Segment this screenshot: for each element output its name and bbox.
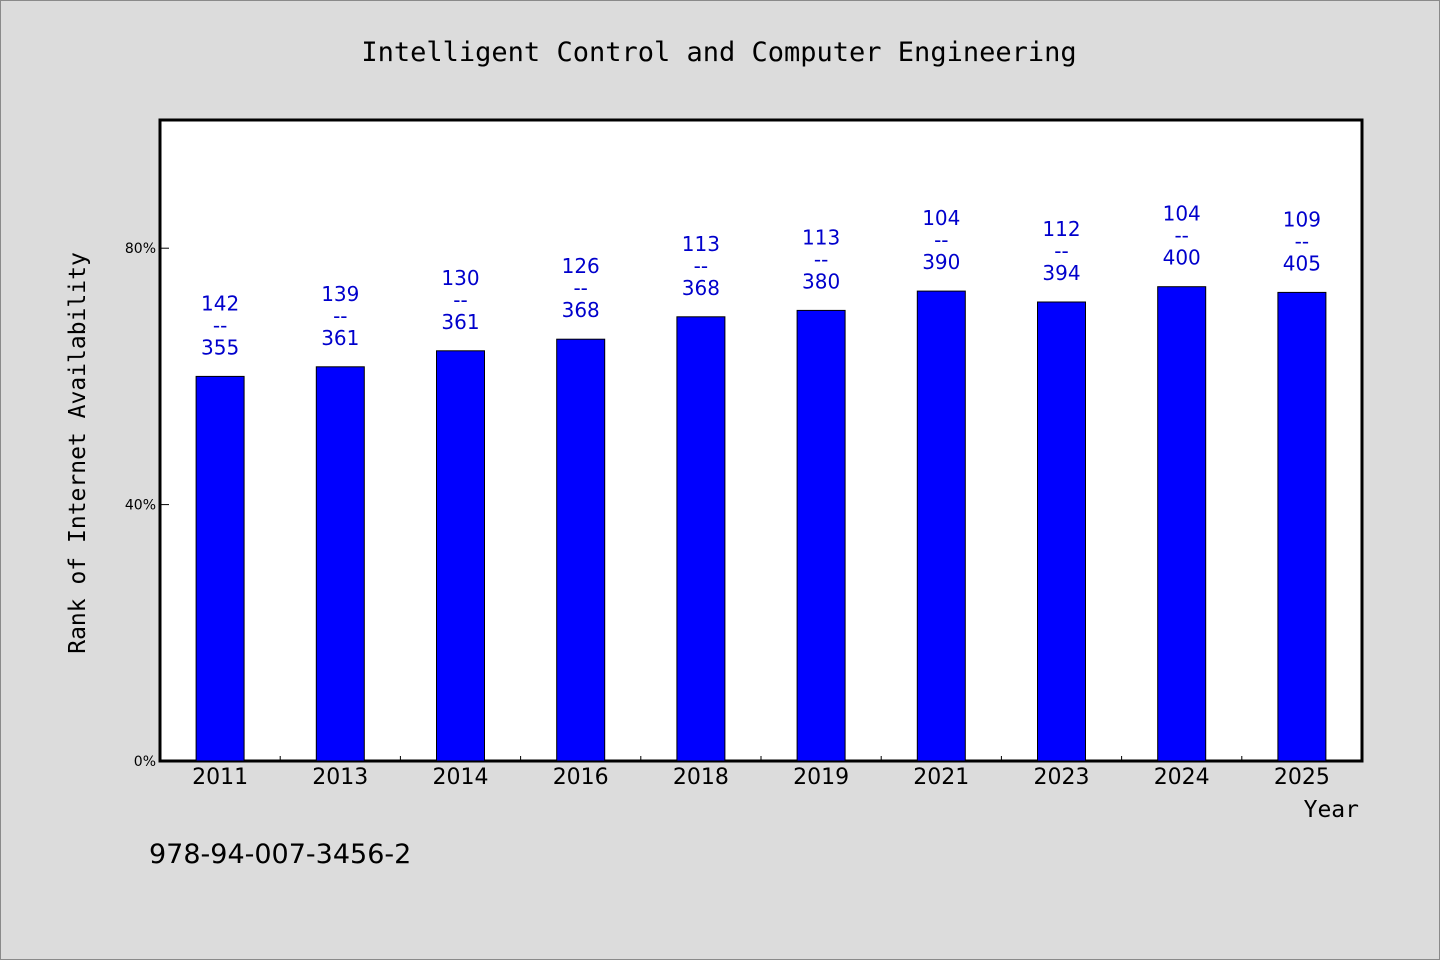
bar-2011 <box>195 375 245 762</box>
data-label-rank-2021: 104 <box>922 206 960 230</box>
data-label-total-2011: 355 <box>201 335 239 359</box>
x-tick-label-2025: 2025 <box>1274 765 1330 790</box>
data-label-separator-2024: -- <box>1174 224 1188 248</box>
bar-2019 <box>796 309 846 762</box>
data-label-total-2018: 368 <box>682 276 720 300</box>
data-label-total-2024: 400 <box>1163 246 1201 270</box>
x-tick-label-2021: 2021 <box>913 765 969 790</box>
x-tick-label-2024: 2024 <box>1154 765 1210 790</box>
x-axis: 2011 2013 2014 2016 2018 2019 2021 2023 2024 2025 <box>192 756 1330 790</box>
bar-2024 <box>1157 286 1207 762</box>
data-label-separator-2013: -- <box>333 304 347 328</box>
bar-2021 <box>916 290 966 762</box>
chart-title: Intelligent Control and Computer Enginee… <box>361 37 1076 68</box>
x-tick-label-2018: 2018 <box>673 765 729 790</box>
x-axis-label: Year <box>1304 797 1359 823</box>
data-label-separator-2018: -- <box>694 254 708 278</box>
bar-2025 <box>1277 291 1327 762</box>
bar-2013 <box>315 366 365 762</box>
x-tick-label-2023: 2023 <box>1034 765 1090 790</box>
data-label-rank-2014: 130 <box>441 266 479 290</box>
isbn-text: 978-94-007-3456-2 <box>149 839 411 870</box>
data-label-total-2013: 361 <box>321 326 359 350</box>
data-label-separator-2016: -- <box>573 276 587 300</box>
data-label-separator-2021: -- <box>934 228 948 252</box>
y-axis-label: Rank of Internet Availability <box>65 252 91 654</box>
x-tick-label-2013: 2013 <box>312 765 368 790</box>
data-labels-layer: 142--355139--361130--361126--368113--368… <box>201 202 1321 360</box>
x-tick-label-2016: 2016 <box>553 765 609 790</box>
data-label-rank-2011: 142 <box>201 291 239 315</box>
y-tick-label: 0% <box>134 754 156 770</box>
data-label-separator-2023: -- <box>1054 239 1068 263</box>
bars-layer <box>195 286 1327 762</box>
data-label-rank-2016: 126 <box>562 254 600 278</box>
data-label-rank-2025: 109 <box>1283 207 1321 231</box>
bar-2016 <box>556 338 606 762</box>
data-label-separator-2014: -- <box>453 288 467 312</box>
bar-2023 <box>1037 301 1086 762</box>
y-tick-label: 40% <box>125 498 156 514</box>
x-tick-label-2014: 2014 <box>433 765 489 790</box>
x-tick-label-2011: 2011 <box>192 765 248 790</box>
data-label-separator-2019: -- <box>814 247 828 271</box>
data-label-total-2016: 368 <box>562 298 600 322</box>
data-label-total-2021: 390 <box>922 250 960 274</box>
data-label-total-2023: 394 <box>1042 261 1080 285</box>
data-label-rank-2013: 139 <box>321 282 359 306</box>
data-label-total-2025: 405 <box>1283 251 1321 275</box>
data-label-separator-2025: -- <box>1295 229 1309 253</box>
data-label-rank-2018: 113 <box>682 232 720 256</box>
data-label-rank-2024: 104 <box>1163 202 1201 226</box>
y-axis: 0% 40% 80% <box>125 241 169 770</box>
bar-2018 <box>676 316 726 762</box>
data-label-total-2019: 380 <box>802 269 840 293</box>
data-label-separator-2011: -- <box>213 313 227 337</box>
x-tick-label-2019: 2019 <box>793 765 849 790</box>
data-label-rank-2019: 113 <box>802 225 840 249</box>
bar-2014 <box>436 350 485 762</box>
data-label-rank-2023: 112 <box>1042 217 1080 241</box>
y-tick-label: 80% <box>125 241 156 257</box>
data-label-total-2014: 361 <box>441 310 479 334</box>
